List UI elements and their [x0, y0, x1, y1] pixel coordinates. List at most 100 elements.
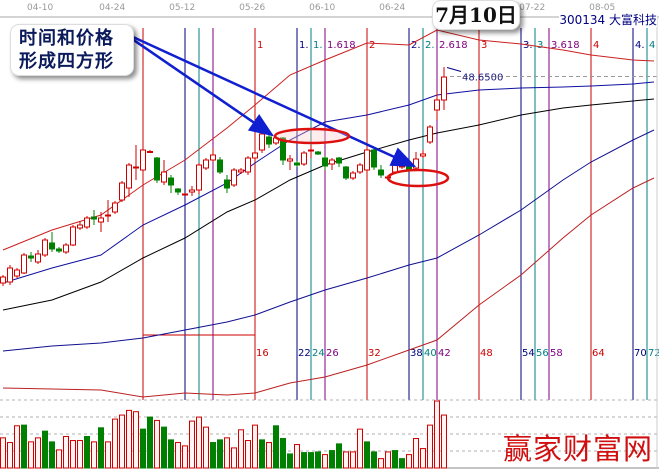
- volume-bar: [70, 440, 76, 469]
- candle-up: [357, 164, 363, 173]
- candle-down: [182, 193, 188, 196]
- volume-bar: [266, 442, 272, 469]
- volume-bar: [182, 445, 188, 469]
- candle-down: [175, 188, 181, 193]
- cycle-top-label: 3.618: [551, 40, 580, 51]
- cycle-count-label: 70: [634, 348, 647, 359]
- moving-average-line: [2, 98, 655, 311]
- volume-bar: [14, 425, 20, 469]
- volume-bar: [63, 436, 69, 469]
- volume-bar: [350, 451, 356, 469]
- price-pointer-line: [446, 67, 462, 72]
- moving-average-line: [2, 29, 655, 251]
- candle-down: [308, 149, 314, 152]
- cycle-top-label: 2.: [411, 40, 421, 51]
- cycle-count-label: 26: [326, 348, 339, 359]
- volume-bar: [196, 416, 202, 469]
- volume-bar: [434, 400, 440, 469]
- volume-bar: [399, 458, 405, 469]
- moving-average-line: [2, 177, 655, 398]
- candle-up: [42, 239, 48, 256]
- candle-up: [364, 149, 370, 171]
- volume-bar: [371, 451, 377, 469]
- volume-bar: [84, 436, 90, 469]
- volume-bar: [133, 411, 139, 469]
- candle-up: [350, 172, 356, 179]
- volume-bar: [259, 439, 265, 469]
- volume-bar: [77, 440, 83, 469]
- candle-up: [427, 126, 433, 143]
- candle-up: [252, 152, 258, 159]
- candle-down: [322, 157, 328, 167]
- volume-bar: [385, 451, 391, 469]
- cycle-top-label: 3.: [537, 40, 547, 51]
- candle-up: [329, 159, 335, 165]
- candle-up: [413, 158, 419, 169]
- volume-bar: [413, 438, 419, 469]
- candle-up: [189, 189, 195, 193]
- cycle-count-label: 42: [438, 348, 451, 359]
- candle-down: [224, 179, 230, 189]
- candle-up: [161, 171, 167, 183]
- annotation-callout: 时间和价格 形成四方形: [10, 24, 134, 76]
- volume-bar: [189, 420, 195, 469]
- candle-up: [140, 149, 146, 171]
- candle-up: [35, 253, 41, 263]
- volume-bar: [287, 453, 293, 469]
- candle-up: [63, 244, 69, 253]
- cycle-count-label: 22: [298, 348, 311, 359]
- candle-up: [392, 164, 398, 173]
- candle-up: [21, 254, 27, 274]
- date-tick-label: 04-24: [99, 3, 125, 13]
- candle-up: [112, 202, 118, 213]
- candle-down: [147, 151, 153, 153]
- volume-bar: [392, 450, 398, 469]
- volume-bar: [357, 428, 363, 469]
- arrow-to-time-low: [121, 30, 417, 168]
- volume-bar: [21, 424, 27, 469]
- candle-up: [7, 267, 13, 283]
- volume-bar: [224, 437, 230, 469]
- volume-bar: [343, 451, 349, 469]
- volume-bar: [35, 437, 41, 469]
- candle-up: [210, 154, 216, 161]
- cycle-count-label: 16: [256, 348, 269, 359]
- volume-bar: [210, 442, 216, 469]
- cycle-count-label: 48: [480, 348, 493, 359]
- cycle-count-label: 40: [424, 348, 437, 359]
- volume-bar: [91, 441, 97, 469]
- cycle-count-label: 32: [368, 348, 381, 359]
- date-tick-label: 05-26: [239, 3, 265, 13]
- volume-bar: [336, 443, 342, 469]
- cycle-count-label: 38: [410, 348, 423, 359]
- cycle-top-label: 3: [481, 40, 487, 51]
- arrow-to-price-high: [121, 30, 275, 137]
- date-tick-label: 08-05: [589, 3, 615, 13]
- candle-down: [280, 137, 286, 161]
- cycle-count-label: 58: [550, 348, 563, 359]
- date-tick-label: 06-24: [379, 3, 405, 13]
- volume-bar: [273, 425, 279, 469]
- candle-up: [98, 217, 104, 223]
- volume-bar: [98, 427, 104, 469]
- cycle-top-label: 2.: [425, 40, 435, 51]
- cycle-top-label: 1: [257, 40, 263, 51]
- candle-down: [217, 159, 223, 173]
- candle-up: [14, 269, 20, 277]
- candle-down: [371, 149, 377, 168]
- volume-bar: [203, 426, 209, 469]
- candle-down: [294, 162, 300, 166]
- candle-up: [287, 158, 293, 162]
- candle-up: [126, 164, 132, 189]
- volume-bar: [168, 439, 174, 469]
- volume-bar: [42, 430, 48, 469]
- candle-down: [154, 157, 160, 181]
- candle-up: [84, 217, 90, 228]
- date-tick-label: 04-10: [27, 3, 53, 13]
- cycle-top-label: 4.: [635, 40, 645, 51]
- volume-bar: [28, 441, 34, 469]
- volume-bar: [140, 428, 146, 469]
- volume-bar: [217, 439, 223, 469]
- volume-bar: [0, 437, 6, 469]
- candle-up: [259, 133, 265, 151]
